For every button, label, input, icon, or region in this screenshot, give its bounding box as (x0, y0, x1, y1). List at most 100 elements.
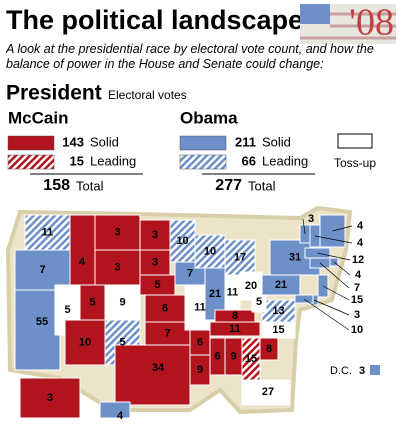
state-votes: 3 (152, 229, 158, 241)
state-votes: 17 (234, 251, 246, 263)
state-votes: 4 (357, 220, 364, 232)
state-votes: 21 (209, 288, 221, 300)
state-votes: 4 (79, 256, 86, 268)
state (209, 321, 261, 337)
state-votes: 12 (352, 254, 364, 266)
state-votes: 8 (266, 343, 272, 355)
tossup-label: Toss-up (334, 156, 376, 170)
state (19, 377, 81, 419)
state-votes: 20 (245, 280, 257, 292)
state-votes: 11 (42, 226, 54, 238)
candidate-name: Obama (180, 108, 238, 127)
legend-value: 15 (70, 153, 84, 168)
state (194, 234, 226, 269)
tossup-swatch (337, 133, 373, 149)
legend-swatch (7, 154, 55, 170)
state-votes: 10 (176, 235, 188, 247)
legend-value: 143 (62, 134, 84, 149)
legend-label: Solid (262, 134, 291, 149)
state (251, 291, 267, 313)
state-votes: 3 (308, 213, 314, 225)
leader-line (314, 235, 353, 244)
state-votes: 5 (64, 304, 70, 316)
state-votes: 4 (355, 269, 362, 281)
state-votes: 6 (214, 350, 220, 362)
legend-label: Leading (262, 153, 308, 168)
state (114, 344, 191, 406)
state-votes: 5 (119, 336, 125, 348)
legend-swatch (179, 135, 227, 151)
state-votes: 4 (117, 410, 124, 422)
state-votes: 4 (357, 237, 364, 249)
badge: '08 (349, 2, 394, 44)
subtitle-box: A look at the presidential race by elect… (6, 42, 374, 71)
state-votes: 31 (289, 251, 301, 263)
dc-label: D.C. (330, 365, 352, 377)
leader-line (319, 262, 350, 289)
dc-swatch (370, 365, 380, 375)
leader-line (332, 225, 353, 232)
leader-line (333, 261, 351, 276)
state-votes: 5 (256, 296, 262, 308)
state-votes: 7 (164, 327, 170, 339)
badge-flag (300, 4, 396, 44)
state (14, 249, 71, 291)
state (14, 289, 61, 371)
state-votes: 11 (194, 301, 206, 313)
title: The political landscape (6, 5, 303, 35)
state-votes: 7 (187, 267, 193, 279)
state-votes: 5 (154, 279, 160, 291)
state-votes: 7 (354, 282, 360, 294)
state (224, 239, 256, 276)
legend-label: Leading (90, 153, 136, 168)
state-votes: 55 (36, 316, 48, 328)
legend-swatch (179, 154, 227, 170)
section-subtitle: Electoral votes (108, 88, 187, 102)
state-votes: 9 (119, 296, 125, 308)
candidate-name: McCain (8, 108, 68, 127)
state-votes: 15 (351, 294, 363, 306)
section-title: President (6, 82, 102, 105)
state-votes: 3 (354, 309, 360, 321)
state-votes: 6 (162, 302, 168, 314)
state (79, 284, 106, 321)
state-votes: 15 (272, 324, 284, 336)
state-votes: 9 (230, 350, 236, 362)
total-value: 277 (215, 177, 242, 194)
state-votes: 7 (39, 264, 45, 276)
legend-value: 211 (235, 134, 256, 149)
state-votes: 27 (262, 386, 274, 398)
state (144, 294, 186, 323)
leader-line (313, 299, 350, 316)
leader-line (317, 252, 351, 261)
state-votes: 3 (114, 261, 120, 273)
state-votes: 15 (245, 353, 257, 365)
state-votes: 8 (232, 310, 238, 322)
subtitle: A look at the presidential race by elect… (6, 42, 374, 71)
legend: McCain 143 Solid 15 Leading 158 Total Obama 211 S… (7, 108, 376, 194)
total-label: Total (248, 178, 276, 193)
dc-votes: 3 (359, 365, 365, 377)
state-votes: 11 (227, 286, 239, 298)
state-votes: 3 (114, 226, 120, 238)
state-votes: 9 (197, 364, 203, 376)
state-votes: 5 (89, 296, 95, 308)
state-votes: 21 (275, 279, 287, 291)
legend-swatch (7, 135, 55, 151)
total-label: Total (76, 178, 104, 193)
state (99, 401, 131, 419)
state-votes: 10 (351, 324, 363, 336)
state-votes: 3 (47, 392, 53, 404)
state-votes: 13 (272, 305, 284, 317)
state (241, 379, 291, 406)
state-votes: 10 (204, 245, 216, 257)
leader-line (322, 285, 350, 301)
state-votes: 3 (152, 256, 158, 268)
leader-line (302, 218, 306, 235)
state-votes: 11 (229, 323, 241, 335)
total-value: 158 (43, 177, 70, 194)
state (169, 219, 196, 263)
